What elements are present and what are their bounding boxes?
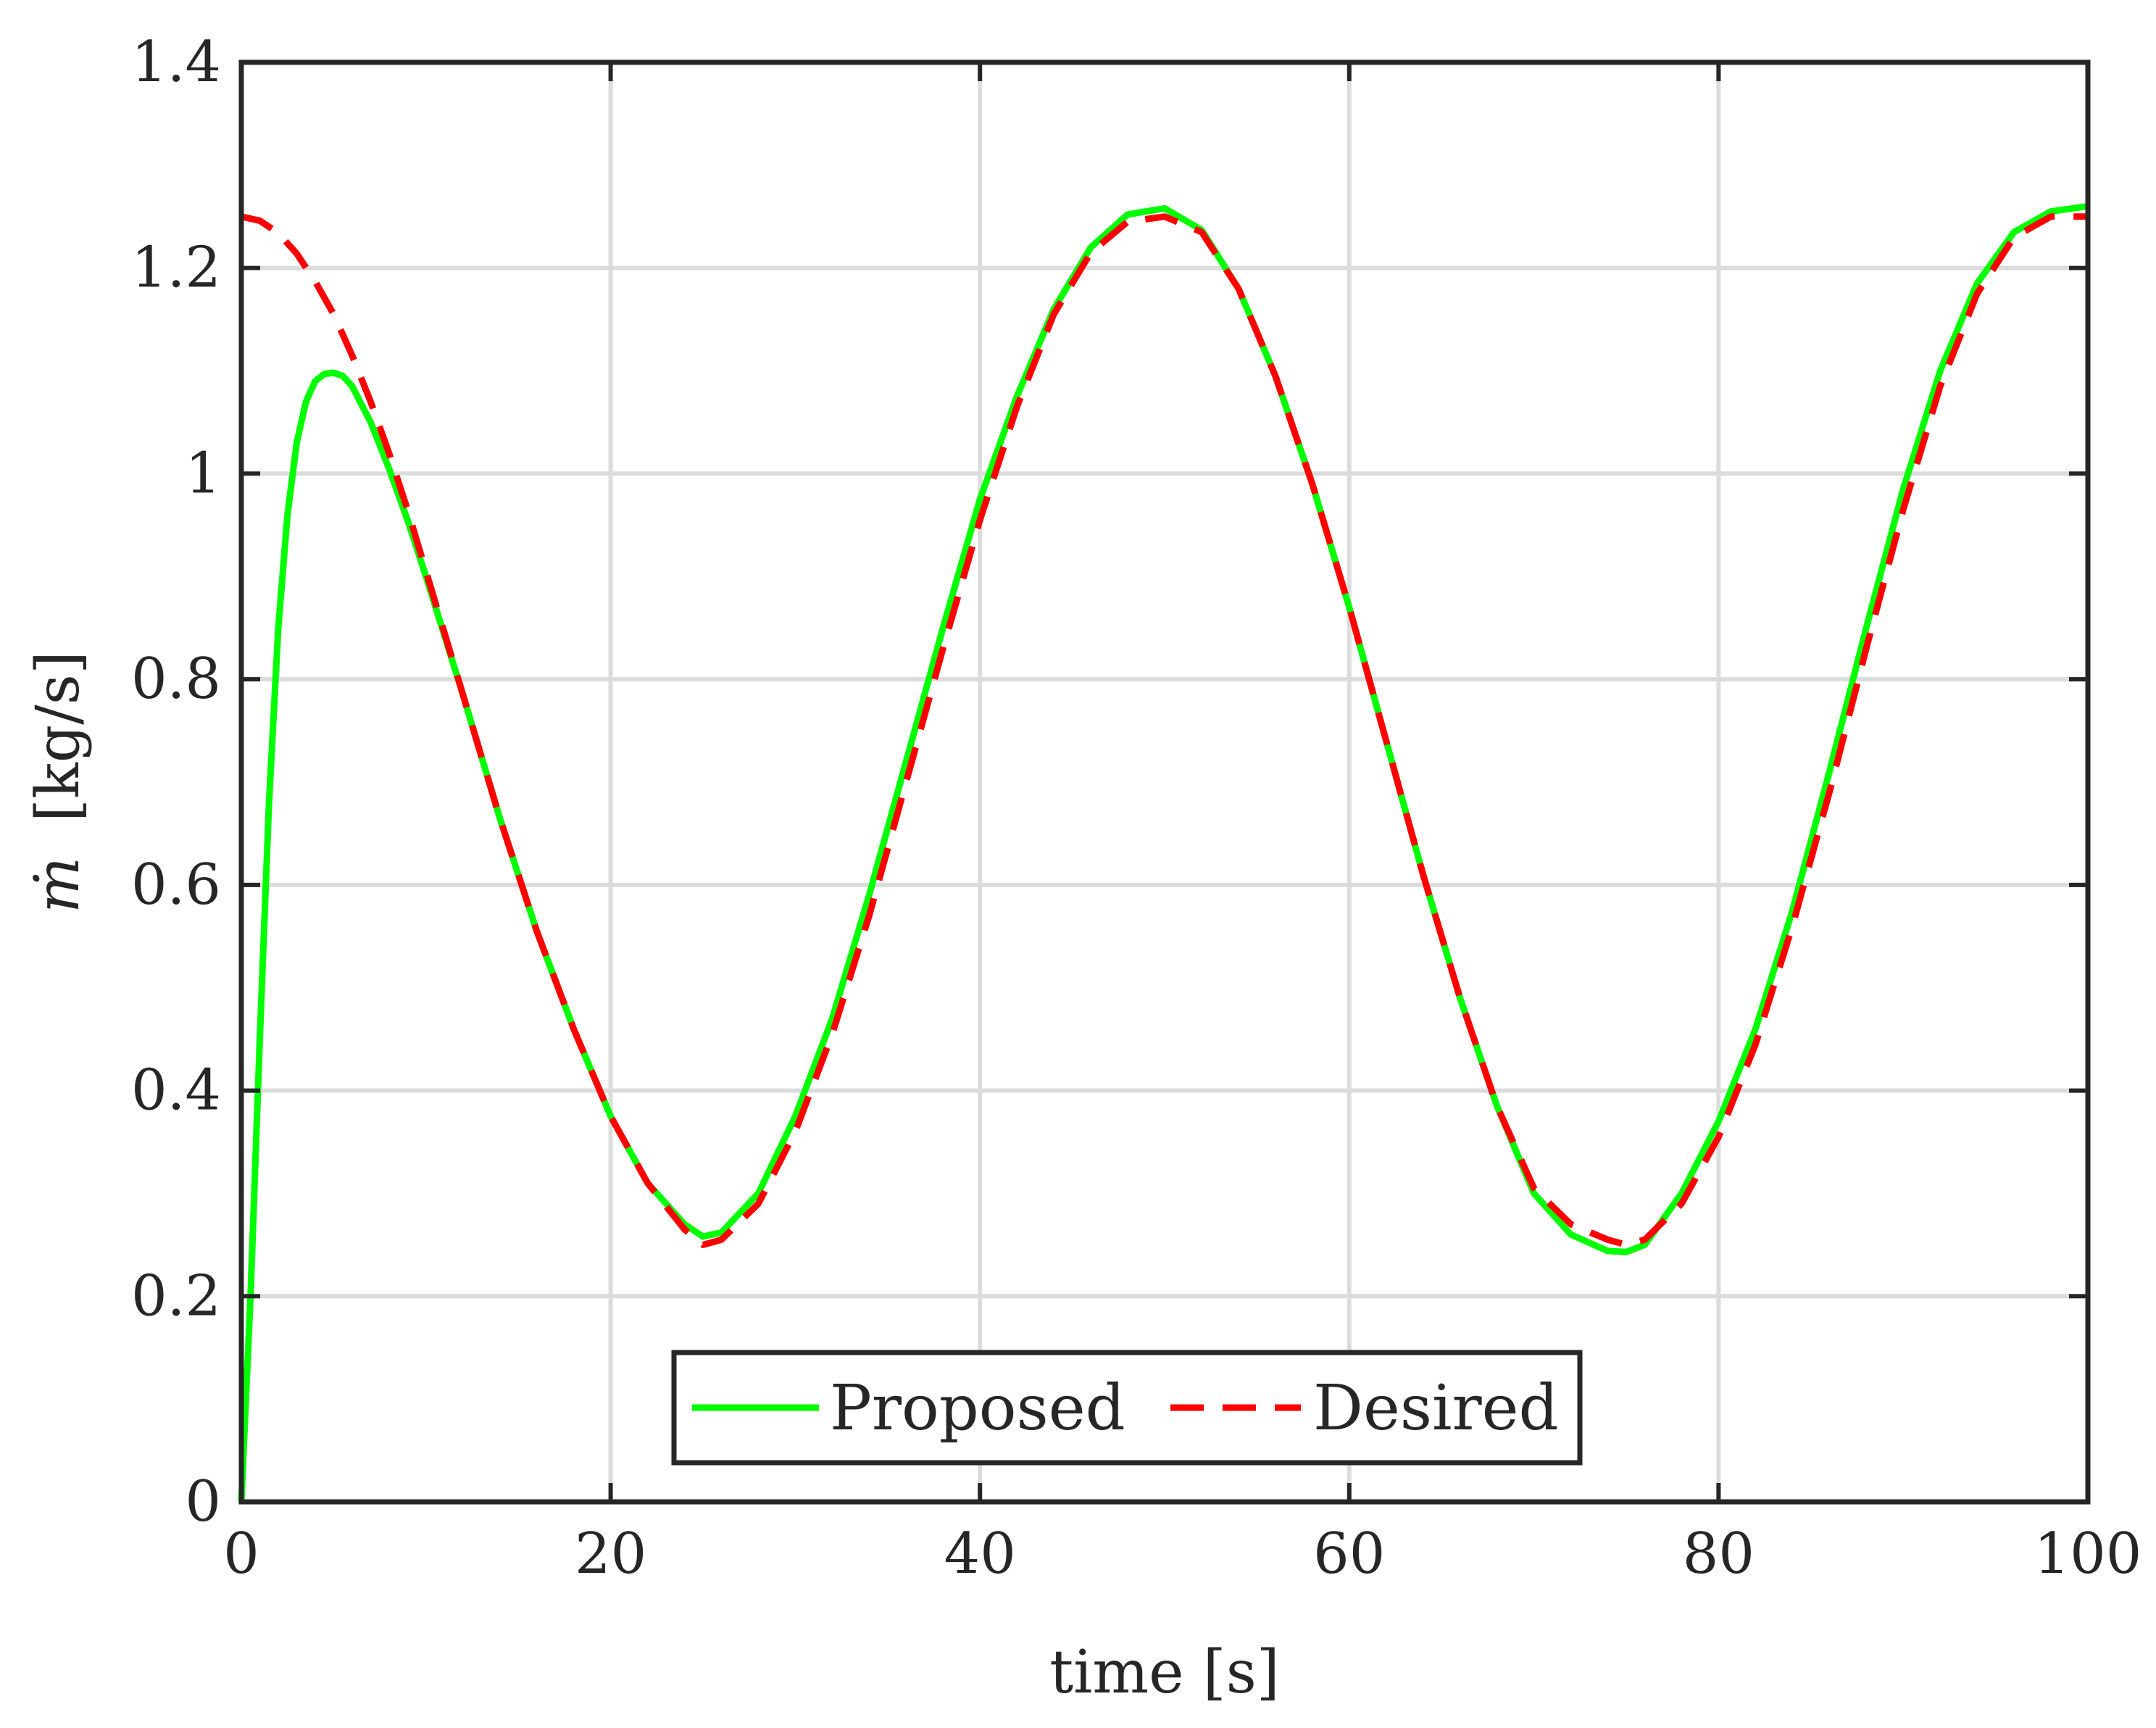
y-axis-label-symbol: ṁ (24, 857, 93, 913)
x-tick-label: 20 (575, 1521, 646, 1587)
axes (238, 59, 2091, 1505)
y-axis-label-unit: [kg/s] (24, 651, 93, 822)
y-tick-label: 1 (185, 441, 221, 506)
y-tick-label: 0.8 (131, 647, 221, 712)
legend-box (671, 1350, 1583, 1466)
y-tick-label: 0 (185, 1469, 221, 1534)
x-tick-label: 40 (944, 1521, 1016, 1587)
series-line-desired (241, 213, 2088, 1248)
x-tick-label: 100 (2034, 1521, 2142, 1587)
grid (241, 62, 2088, 1502)
x-tick-label: 80 (1683, 1521, 1755, 1587)
axes-box (238, 59, 2091, 1505)
plot-series (238, 203, 2089, 1503)
legend: Proposed Desired (671, 1350, 1583, 1466)
y-tick-label: 0.6 (131, 852, 221, 918)
y-tick-label: 1.2 (131, 236, 221, 301)
y-axis-label: ṁ [kg/s] (24, 651, 93, 913)
plot-area (241, 62, 2088, 1502)
x-axis-label: time [s] (1049, 1638, 1280, 1707)
ticks: 0 20 40 60 80 100 0 0.2 0.4 0.6 0.8 1 1.2 1.4 (131, 30, 2142, 1587)
y-tick-label: 0.4 (131, 1058, 221, 1123)
y-tick-label: 0.2 (131, 1263, 221, 1329)
legend-entry-desired: Desired (1313, 1372, 1559, 1445)
x-tick-label: 60 (1313, 1521, 1385, 1587)
series-line-proposed (238, 203, 2089, 1503)
x-tick-label: 0 (223, 1521, 259, 1587)
legend-entry-proposed: Proposed (830, 1372, 1125, 1445)
y-tick-label: 1.4 (131, 30, 221, 95)
